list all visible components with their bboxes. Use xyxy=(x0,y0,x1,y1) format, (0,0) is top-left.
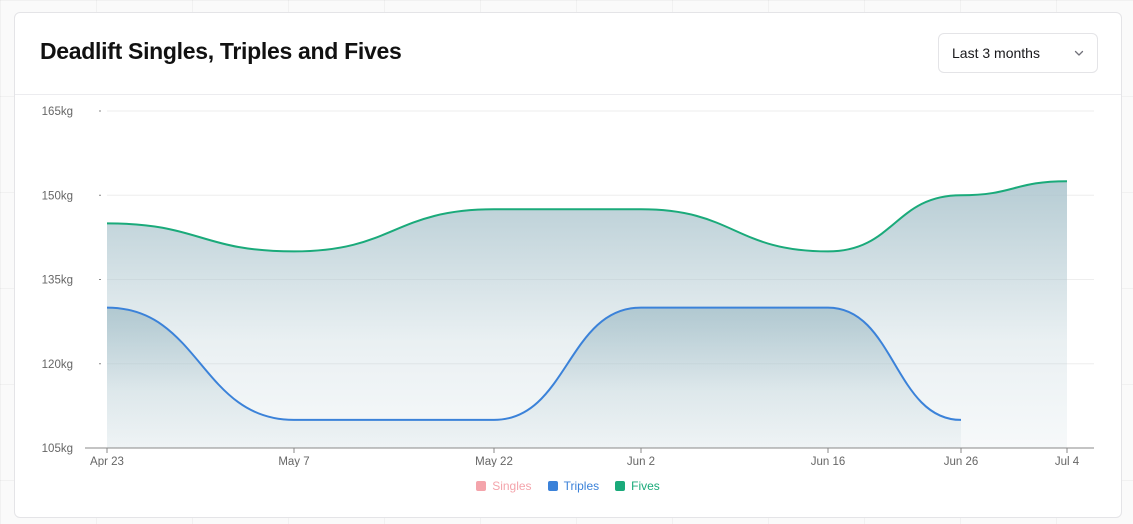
legend-swatch-fives xyxy=(615,481,626,491)
legend-label-singles: Singles xyxy=(492,479,532,493)
x-tick-label: Jun 2 xyxy=(627,456,655,467)
chart-card: Deadlift Singles, Triples and Fives Last… xyxy=(14,12,1122,518)
x-tick-label: Jul 4 xyxy=(1055,456,1080,467)
x-tick-label: Jun 16 xyxy=(811,456,846,467)
date-range-select[interactable]: Last 3 months xyxy=(938,33,1098,73)
legend-label-triples: Triples xyxy=(563,479,600,493)
x-tick-label: Jun 26 xyxy=(944,456,979,467)
x-tick-label: May 22 xyxy=(475,456,513,467)
line-chart: 105kg 120kg 135kg 150kg 165kg Apr 23 May 7 May … xyxy=(42,106,1094,467)
y-tick-label: 105kg xyxy=(42,443,73,455)
chart-legend: Singles Triples Fives xyxy=(15,479,1121,493)
legend-label-fives: Fives xyxy=(631,479,660,493)
date-range-select-value: Last 3 months xyxy=(952,45,1040,61)
x-tick-label: Apr 23 xyxy=(90,456,124,467)
area-fives xyxy=(107,181,1067,448)
chevron-down-icon xyxy=(1074,50,1084,56)
y-tick-label: 150kg xyxy=(42,190,73,202)
legend-item-triples[interactable]: Triples xyxy=(547,479,600,493)
legend-item-singles[interactable]: Singles xyxy=(476,479,532,493)
legend-swatch-singles xyxy=(476,481,487,491)
y-tick-label: 135kg xyxy=(42,275,73,287)
series-line-triples xyxy=(106,306,962,421)
chart-title: Deadlift Singles, Triples and Fives xyxy=(40,38,402,64)
x-tick-label: May 7 xyxy=(278,456,309,467)
y-tick-label: 165kg xyxy=(42,106,73,118)
y-tick-label: 120kg xyxy=(42,359,73,371)
series-line-fives xyxy=(106,180,1068,253)
card-header: Deadlift Singles, Triples and Fives Last… xyxy=(15,13,1121,95)
legend-item-fives[interactable]: Fives xyxy=(615,479,660,493)
legend-swatch-triples xyxy=(547,481,558,491)
